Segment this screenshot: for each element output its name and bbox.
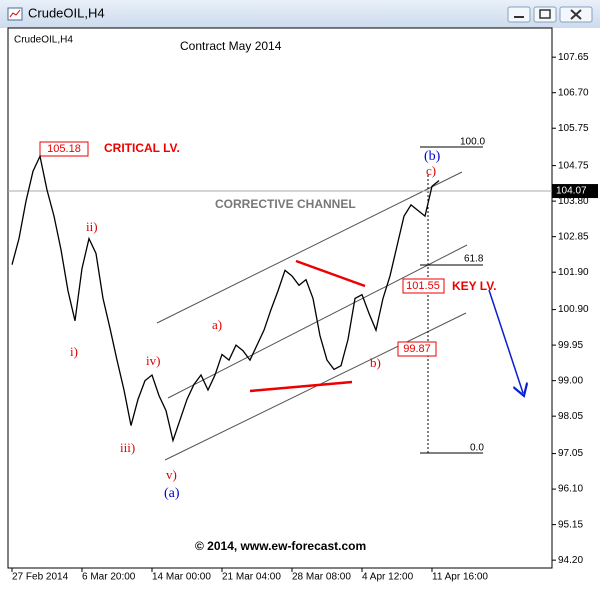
wave-label: c) [426,163,436,178]
current-price-box [552,184,598,199]
channel-label: CORRECTIVE CHANNEL [215,197,356,211]
x-tick-label: 14 Mar 00:00 [152,572,211,583]
level-label: 105.18 [47,143,81,155]
forecast-arrow [488,289,523,393]
x-tick-label: 11 Apr 16:00 [432,572,488,583]
level-box [39,141,89,157]
y-tick-label: 107.65 [558,52,589,63]
wave-label: b) [370,355,381,370]
y-tick-label: 101.90 [558,267,589,278]
channel-lower [164,312,467,461]
wave-label: iv) [146,353,160,368]
subtitle: Contract May 2014 [180,39,282,53]
x-tick-label: 4 Apr 12:00 [362,572,414,583]
y-tick-label: 102.85 [558,231,589,242]
window-title: CrudeOIL,H4 [28,5,105,20]
fib-label: 61.8 [464,254,484,265]
x-tick-label: 27 Feb 2014 [12,572,69,583]
copyright: © 2014, www.ew-forecast.com [195,539,366,553]
y-tick-label: 99.00 [558,375,583,386]
level-label: 101.55 [406,280,440,292]
fib-lines [420,146,483,454]
maximize-icon [539,9,551,19]
fib-label: 100.0 [460,137,485,148]
y-tick-label: 94.20 [558,555,583,566]
wave-label: (b) [424,149,441,164]
symbol-label: CrudeOIL,H4 [14,35,73,46]
y-tick-label: 103.80 [558,196,589,207]
level-box [402,278,445,294]
y-tick-label: 100.90 [558,304,589,315]
price-line [11,154,440,443]
channel-upper [156,171,463,324]
triangle-lower [249,380,353,393]
window-icon-line [9,9,21,18]
plot-area [7,27,553,569]
wave-label: iii) [120,440,135,455]
y-tick-label: 105.75 [558,123,589,134]
y-tick-label: 97.05 [558,448,583,459]
title-bar [0,0,600,28]
y-tick-label: 99.95 [558,340,583,351]
x-tick-label: 21 Mar 04:00 [222,572,281,583]
y-tick-label: 96.10 [558,484,583,495]
fib-label: 0.0 [470,443,484,454]
triangle-upper [295,259,366,288]
key-level: KEY LV. [452,279,496,293]
x-tick-label: 28 Mar 08:00 [292,572,351,583]
y-tick-label: 104.75 [558,160,589,171]
critical-level: CRITICAL LV. [104,141,180,155]
close-icon [570,9,582,20]
y-tick-label: 95.15 [558,519,583,530]
y-tick-label: 106.70 [558,87,589,98]
level-box [397,341,437,357]
wave-label: ii) [86,219,98,234]
wave-label: a) [212,317,222,332]
wave-label: (a) [164,486,180,501]
minimize-button[interactable] [507,6,531,23]
y-tick-label: 98.05 [558,411,583,422]
wave-label: v) [166,467,177,482]
current-price-label: 104.07 [556,186,587,197]
level-label: 99.87 [403,343,431,355]
x-tick-label: 6 Mar 20:00 [82,572,136,583]
wave-label: i) [70,344,78,359]
